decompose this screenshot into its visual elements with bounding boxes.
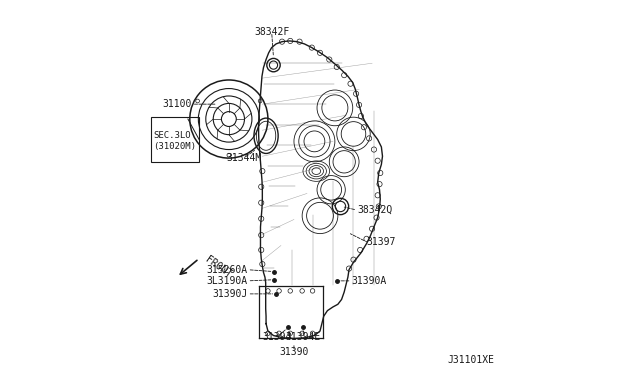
Text: 31100: 31100 <box>163 99 191 109</box>
Text: 31390J: 31390J <box>212 289 248 299</box>
Text: 31344M: 31344M <box>226 153 261 163</box>
Text: 315260A: 315260A <box>206 265 248 275</box>
Text: 3L3190A: 3L3190A <box>206 276 248 286</box>
Text: SEC.3LO: SEC.3LO <box>153 131 191 140</box>
Text: 38342Q: 38342Q <box>357 205 392 215</box>
Text: 31390A: 31390A <box>351 276 387 286</box>
Text: 31390: 31390 <box>279 347 308 356</box>
Text: 38342F: 38342F <box>254 27 289 36</box>
Text: 31394: 31394 <box>262 332 292 341</box>
Text: 31394E: 31394E <box>285 332 321 341</box>
Text: 31397: 31397 <box>367 237 396 247</box>
Text: FRONT: FRONT <box>199 250 234 279</box>
Text: (31020M): (31020M) <box>153 142 196 151</box>
Text: J31101XE: J31101XE <box>448 355 495 365</box>
